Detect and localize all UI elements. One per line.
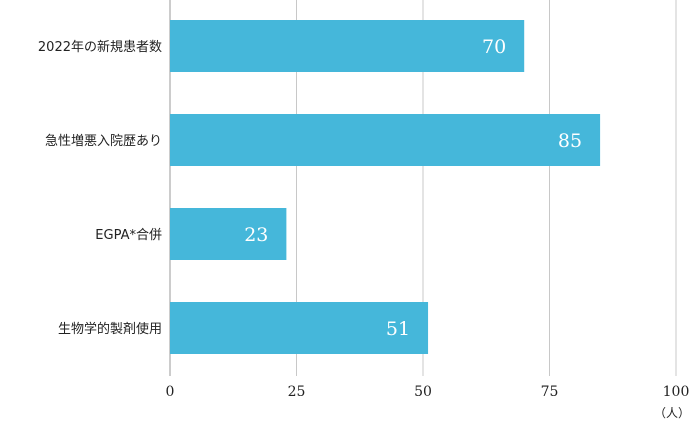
x-tick-label: 100 bbox=[663, 384, 690, 400]
bar-value-label: 51 bbox=[386, 318, 410, 340]
x-tick-label: 25 bbox=[288, 384, 306, 400]
x-unit-label: （人） bbox=[654, 406, 690, 420]
bar bbox=[170, 20, 525, 72]
bar-value-label: 70 bbox=[482, 36, 506, 58]
bar bbox=[170, 302, 429, 354]
category-label: 急性増悪入院歴あり bbox=[45, 134, 162, 149]
bars: 70 85 23 51 bbox=[170, 20, 601, 354]
category-label: 2022年の新規患者数 bbox=[38, 39, 162, 55]
bar bbox=[170, 114, 601, 166]
category-label: 生物学的製剤使用 bbox=[58, 321, 162, 337]
bar-value-label: 23 bbox=[244, 224, 268, 246]
category-label: EGPA*合併 bbox=[95, 228, 162, 243]
x-tick-label: 0 bbox=[166, 384, 175, 400]
x-tick-labels: 0 25 50 75 100 bbox=[166, 384, 690, 400]
x-tick-label: 75 bbox=[541, 384, 559, 400]
bar-value-label: 85 bbox=[558, 130, 582, 152]
x-tick-label: 50 bbox=[414, 384, 432, 400]
bar bbox=[170, 208, 287, 260]
